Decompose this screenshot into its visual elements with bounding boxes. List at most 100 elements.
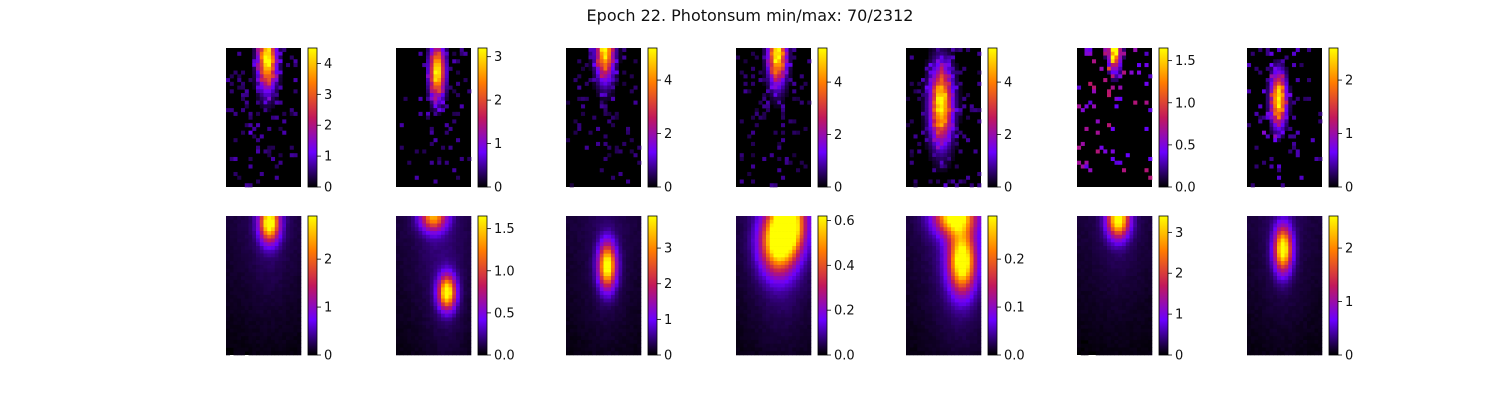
heatmap-cell [577,272,582,277]
heatmap-cell [607,74,612,79]
heatmap-cell [736,321,741,326]
heatmap-cell [441,339,446,345]
heatmap-cell [928,141,933,146]
heatmap-cell [618,291,623,296]
heatmap-cell [943,164,948,169]
heatmap-cell [1273,96,1278,101]
heatmap-cell [917,291,922,296]
heatmap-cell [766,291,771,296]
heatmap-cell [766,108,771,113]
heatmap-cell [241,313,246,318]
heatmap-cell [784,279,789,284]
heatmap-cell [614,219,619,224]
heatmap-cell [289,216,294,221]
heatmap-cell [618,294,623,299]
heatmap-cell [282,332,287,337]
heatmap-cell [626,287,631,292]
heatmap-cell [599,227,604,232]
heatmap-cell [766,48,771,53]
heatmap-cell [426,279,431,284]
heatmap-cell [226,223,231,228]
heatmap-cell [463,332,468,337]
heatmap-cell [433,313,438,318]
heatmap-cell [229,272,234,277]
heatmap-cell [252,332,257,337]
heatmap-cell [633,223,638,228]
heatmap-cell [1269,115,1274,120]
heatmap-cell [433,104,438,109]
heatmap-cell [577,253,582,258]
heatmap-cell [758,287,763,292]
heatmap-cell [244,347,249,352]
heatmap-cell [263,328,268,333]
heatmap-cell [777,85,782,90]
heatmap-cell [271,66,276,71]
heatmap-cell [226,276,231,281]
heatmap-cell [433,74,438,79]
heatmap-cell [297,317,302,322]
heatmap-cell [951,126,956,131]
heatmap-cell [784,227,789,232]
heatmap-cell [1280,123,1285,128]
heatmap-cell [577,313,582,318]
heatmap-cell [599,93,604,98]
heatmap-cell [456,272,461,277]
heatmap-cell [603,336,608,341]
heatmap-cell [751,332,756,337]
heatmap-cell [407,253,412,258]
heatmap-cell [414,302,419,307]
heatmap-cell [607,59,612,64]
heatmap-cell [256,306,261,311]
heatmap-cell [467,351,472,356]
heatmap-cell [588,317,593,322]
heatmap-cell [444,324,449,330]
heatmap-cell [577,279,582,284]
heatmap-cell [256,321,261,326]
heatmap-cell [758,253,763,258]
heatmap-cell [263,253,268,258]
heatmap-cell [599,219,604,224]
heatmap-cell [947,306,952,311]
heatmap-cell [614,332,619,337]
heatmap-cell [1269,63,1274,68]
colorbar-tick-label: 0.5 [494,306,515,321]
heatmap-cell [1265,51,1270,56]
heatmap-cell [1269,108,1274,113]
heatmap-cell [569,332,574,337]
colorbar-tick-label: 0.0 [1175,181,1196,196]
heatmap-cell [928,70,933,75]
heatmap-cell [244,276,249,281]
heatmap-cell [411,238,416,243]
heatmap-cell [954,78,959,83]
heatmap-cell [297,313,302,318]
heatmap-cell [921,276,926,281]
heatmap-cell [426,223,431,228]
heatmap-cell [577,317,582,322]
heatmap-cell [271,321,276,326]
heatmap-cell [271,93,276,98]
heatmap-cell [792,294,797,299]
heatmap-cell [403,227,408,232]
heatmap-cell [747,264,752,269]
heatmap-cell [459,156,464,162]
heatmap-cell [274,351,279,356]
heatmap-cell [928,294,933,299]
heatmap-cell [773,70,778,75]
heatmap-cell [943,223,948,228]
heatmap-cell [584,283,589,288]
heatmap-cell [807,298,812,303]
heatmap-cell [282,276,287,281]
heatmap-cell [611,242,616,247]
heatmap-cell [396,272,401,277]
heatmap-cell [297,257,302,262]
heatmap-cell [226,317,231,322]
heatmap-cell [618,261,623,266]
heatmap-cell [448,223,453,228]
heatmap-cell [441,313,446,318]
heatmap-cell [803,246,808,251]
heatmap-cell [459,351,464,356]
heatmap-cell [629,309,634,314]
heatmap-cell [943,48,948,53]
heatmap-cell [951,141,956,146]
heatmap-cell [259,336,264,341]
